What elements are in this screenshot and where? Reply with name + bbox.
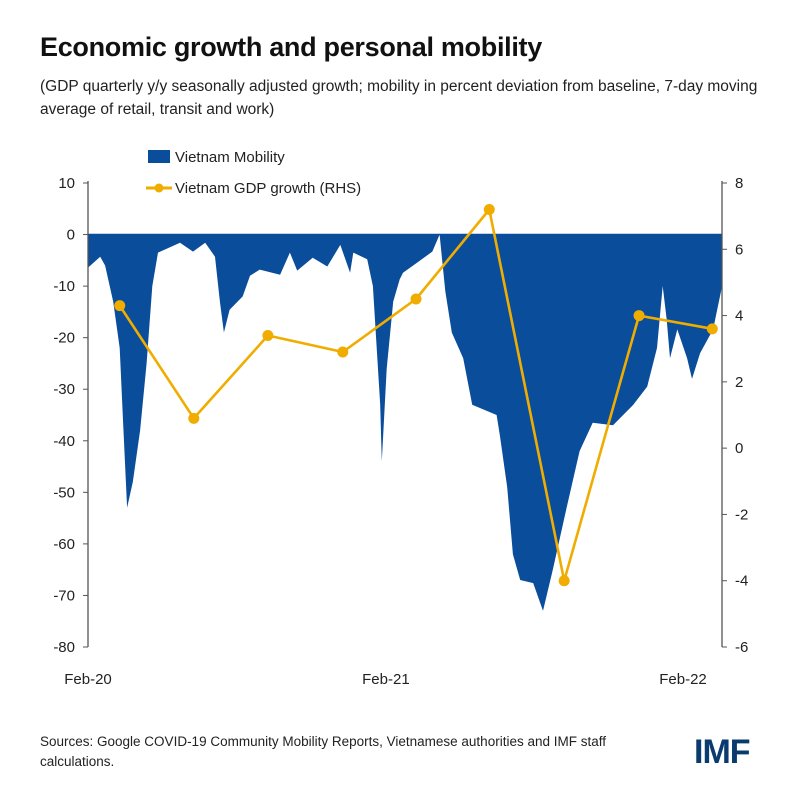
- right-tick-label: -4: [735, 573, 748, 590]
- right-tick-label: 4: [735, 308, 743, 325]
- gdp-point: [114, 300, 126, 312]
- left-tick-label: -60: [53, 536, 75, 553]
- left-tick-label: -20: [53, 330, 75, 347]
- right-tick-label: 8: [735, 175, 743, 192]
- imf-logo: IMF: [694, 733, 751, 771]
- gdp-point: [262, 329, 274, 341]
- left-tick-label: -30: [53, 381, 75, 398]
- chart-subtitle: (GDP quarterly y/y seasonally adjusted g…: [40, 78, 758, 118]
- legend-swatch-mobility: [148, 150, 170, 163]
- left-tick-label: -70: [53, 587, 75, 604]
- left-tick-label: 0: [67, 227, 75, 244]
- right-tick-label: 2: [735, 374, 743, 391]
- legend-swatch-gdp-marker: [154, 183, 164, 193]
- legend-label-mobility: Vietnam Mobility: [175, 149, 285, 166]
- x-tick-label: Feb-20: [64, 671, 112, 688]
- left-tick-label: -50: [53, 484, 75, 501]
- gdp-point: [337, 346, 349, 358]
- gdp-point: [706, 323, 718, 335]
- left-tick-label: -10: [53, 278, 75, 295]
- gdp-point: [558, 575, 570, 587]
- left-tick-label: 10: [58, 175, 75, 192]
- gdp-point: [633, 310, 645, 322]
- right-tick-label: -2: [735, 506, 748, 523]
- gdp-point: [483, 204, 495, 216]
- mobility-area: [88, 234, 723, 611]
- chart-title: Economic growth and personal mobility: [40, 32, 542, 62]
- x-tick-label: Feb-21: [362, 671, 410, 688]
- left-tick-label: -80: [53, 639, 75, 656]
- right-tick-label: 6: [735, 241, 743, 258]
- right-tick-label: 0: [735, 440, 743, 457]
- source-note: Sources: Google COVID-19 Community Mobil…: [40, 734, 606, 769]
- legend: Vietnam Mobility Vietnam GDP growth (RHS…: [146, 149, 361, 197]
- legend-label-gdp: Vietnam GDP growth (RHS): [175, 180, 361, 197]
- x-tick-label: Feb-22: [659, 671, 707, 688]
- left-tick-label: -40: [53, 433, 75, 450]
- gdp-point: [410, 293, 422, 305]
- right-tick-label: -6: [735, 639, 748, 656]
- gdp-point: [188, 412, 200, 424]
